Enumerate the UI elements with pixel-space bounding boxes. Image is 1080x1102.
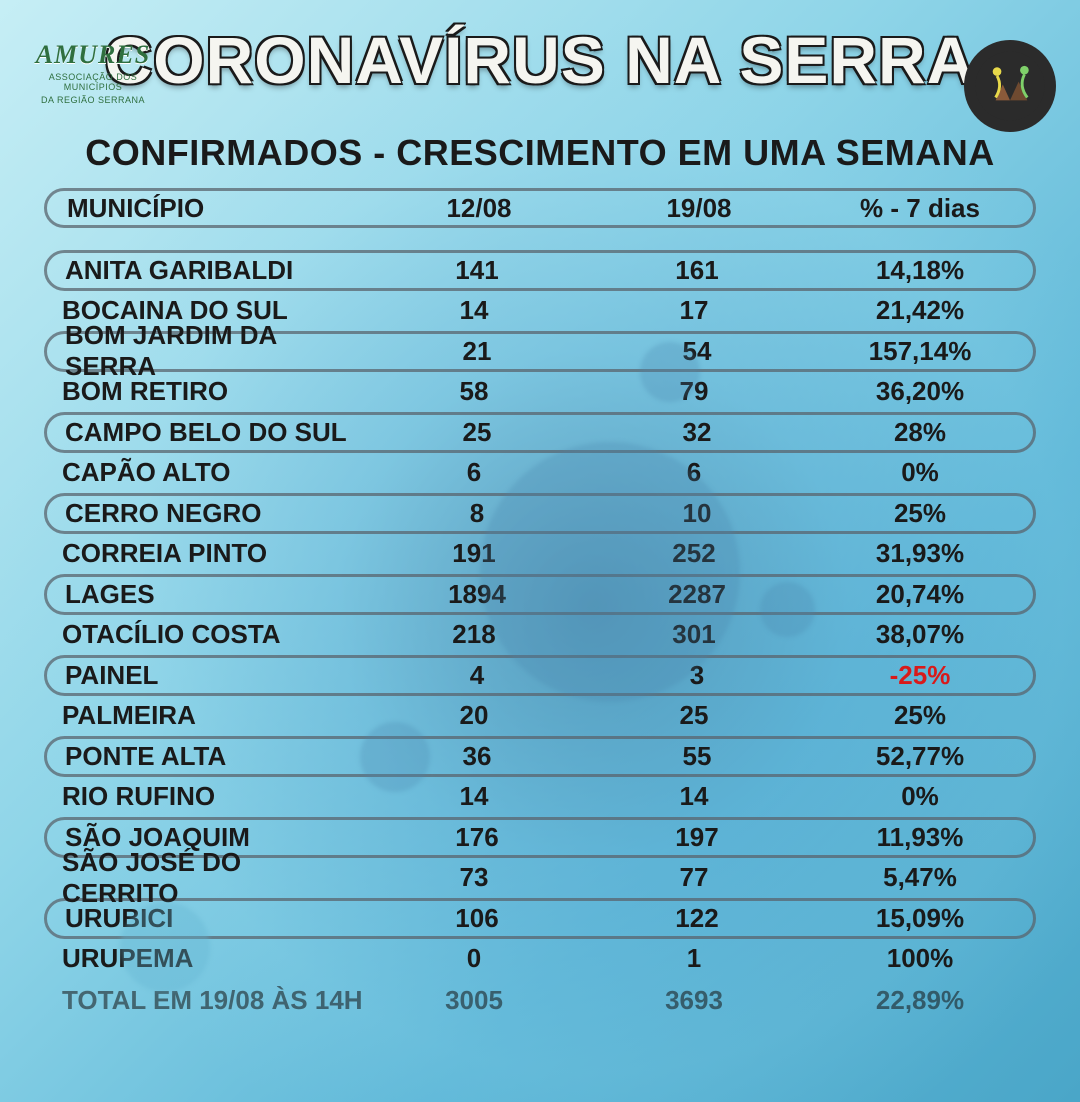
cell-pct: 15,09% <box>807 903 1033 934</box>
table-row: PALMEIRA202525% <box>44 696 1036 737</box>
cell-municipio: CERRO NEGRO <box>47 498 367 529</box>
table-header: MUNICÍPIO 12/08 19/08 % - 7 dias <box>44 188 1036 228</box>
table-row: ANITA GARIBALDI14116114,18% <box>44 250 1036 291</box>
cell-pct: 5,47% <box>804 862 1036 893</box>
cell-date1: 0 <box>364 943 584 974</box>
table-row: RIO RUFINO14140% <box>44 777 1036 818</box>
cell-date2: 1 <box>584 943 804 974</box>
cell-pct: 157,14% <box>807 336 1033 367</box>
table-row: CAMPO BELO DO SUL253228% <box>44 412 1036 453</box>
logo-left-sub1: ASSOCIAÇÃO DOS MUNICÍPIOS <box>18 72 168 93</box>
cell-date2: 77 <box>584 862 804 893</box>
cell-date1: 14 <box>364 295 584 326</box>
cell-pct: 25% <box>807 498 1033 529</box>
cell-date1: 176 <box>367 822 587 853</box>
logo-left-sub2: DA REGIÃO SERRANA <box>18 95 168 105</box>
cell-date2: 25 <box>584 700 804 731</box>
cell-municipio: LAGES <box>47 579 367 610</box>
cell-date2: 17 <box>584 295 804 326</box>
total-pct: 22,89% <box>804 985 1036 1016</box>
cell-municipio: CAMPO BELO DO SUL <box>47 417 367 448</box>
cell-date2: 161 <box>587 255 807 286</box>
cell-municipio: BOM JARDIM DA SERRA <box>47 320 367 382</box>
cell-municipio: OTACÍLIO COSTA <box>44 619 364 650</box>
cell-pct: 20,74% <box>807 579 1033 610</box>
cell-pct: 31,93% <box>804 538 1036 569</box>
cell-date1: 141 <box>367 255 587 286</box>
table-row: SÃO JOSÉ DO CERRITO73775,47% <box>44 858 1036 899</box>
cell-date1: 21 <box>367 336 587 367</box>
col-header-date2: 19/08 <box>589 193 809 224</box>
total-b: 3693 <box>584 985 804 1016</box>
cell-date2: 14 <box>584 781 804 812</box>
cell-pct: 28% <box>807 417 1033 448</box>
cell-municipio: PALMEIRA <box>44 700 364 731</box>
cell-pct: 52,77% <box>807 741 1033 772</box>
table-row: PONTE ALTA365552,77% <box>44 736 1036 777</box>
table-row: BOM JARDIM DA SERRA2154157,14% <box>44 331 1036 372</box>
cell-municipio: BOM RETIRO <box>44 376 364 407</box>
cell-pct: 38,07% <box>804 619 1036 650</box>
total-label: TOTAL EM 19/08 ÀS 14H <box>44 985 364 1016</box>
cell-municipio: PONTE ALTA <box>47 741 367 772</box>
cell-pct: 21,42% <box>804 295 1036 326</box>
logo-left-brand: AMURES <box>18 40 168 70</box>
cell-date1: 58 <box>364 376 584 407</box>
cell-pct: 100% <box>804 943 1036 974</box>
cell-municipio: ANITA GARIBALDI <box>47 255 367 286</box>
cell-municipio: CORREIA PINTO <box>44 538 364 569</box>
cell-pct: -25% <box>807 660 1033 691</box>
col-header-municipio: MUNICÍPIO <box>49 193 369 224</box>
cell-pct: 11,93% <box>807 822 1033 853</box>
cell-pct: 25% <box>804 700 1036 731</box>
col-header-date1: 12/08 <box>369 193 589 224</box>
cell-date2: 55 <box>587 741 807 772</box>
total-a: 3005 <box>364 985 584 1016</box>
cell-date1: 25 <box>367 417 587 448</box>
cell-date2: 122 <box>587 903 807 934</box>
cell-municipio: SÃO JOSÉ DO CERRITO <box>44 847 364 909</box>
cell-pct: 14,18% <box>807 255 1033 286</box>
logo-right <box>964 40 1056 132</box>
cell-date1: 73 <box>364 862 584 893</box>
page-subtitle: CONFIRMADOS - CRESCIMENTO EM UMA SEMANA <box>0 132 1080 174</box>
cell-pct: 0% <box>804 457 1036 488</box>
total-row: TOTAL EM 19/08 ÀS 14H 3005 3693 22,89% <box>44 985 1036 1016</box>
cell-date2: 197 <box>587 822 807 853</box>
cell-municipio: CAPÃO ALTO <box>44 457 364 488</box>
cell-pct: 0% <box>804 781 1036 812</box>
badge-icon <box>974 50 1046 122</box>
col-header-pct: % - 7 dias <box>809 193 1031 224</box>
cell-municipio: RIO RUFINO <box>44 781 364 812</box>
logo-left: AMURES ASSOCIAÇÃO DOS MUNICÍPIOS DA REGI… <box>18 40 168 105</box>
cell-pct: 36,20% <box>804 376 1036 407</box>
cell-municipio: URUBICI <box>47 903 367 934</box>
table-row: BOM RETIRO587936,20% <box>44 372 1036 413</box>
cell-date1: 106 <box>367 903 587 934</box>
cell-municipio: PAINEL <box>47 660 367 691</box>
